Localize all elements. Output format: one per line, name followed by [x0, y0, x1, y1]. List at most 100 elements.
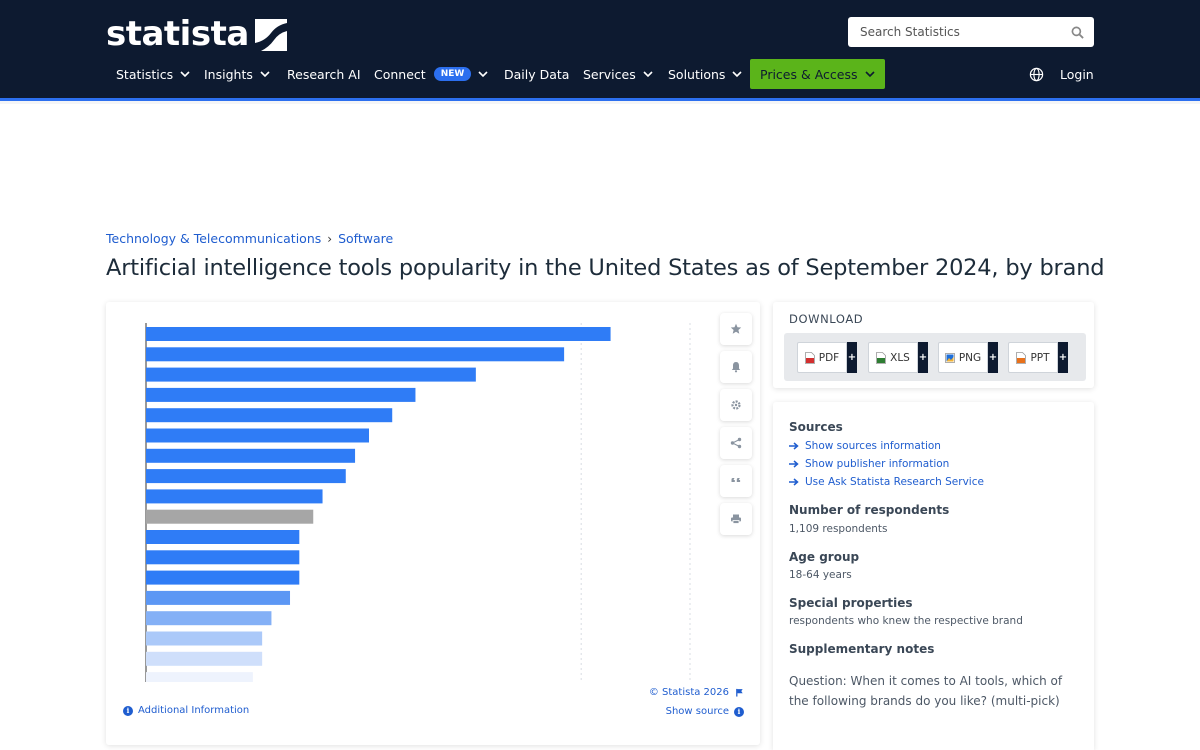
download-pdf-button[interactable]: PDF + — [797, 342, 857, 373]
bar-3[interactable] — [146, 367, 476, 382]
download-png-button[interactable]: PNG + — [938, 342, 998, 373]
download-ppt-main[interactable]: PPT — [1008, 342, 1058, 373]
show-source-text: Show source — [665, 706, 729, 717]
favorite-button[interactable] — [720, 313, 752, 345]
copyright-text: © Statista 2026 — [648, 687, 729, 698]
prices-access-button[interactable]: Prices & Access — [750, 59, 885, 89]
supplementary-notes-heading: Supplementary notes — [789, 642, 935, 656]
download-title: DOWNLOAD — [789, 312, 864, 326]
search-box[interactable] — [848, 17, 1094, 47]
share-icon — [730, 437, 742, 449]
download-card: DOWNLOAD PDF + XLS + PNG + — [773, 302, 1094, 388]
nav-label: Research AI — [287, 66, 361, 82]
nav-label: Connect — [374, 66, 426, 82]
nav-solutions[interactable]: Solutions — [668, 58, 743, 90]
breadcrumb: Technology & Telecommunications › Softwa… — [106, 231, 393, 246]
download-ppt-button[interactable]: PPT + — [1008, 342, 1068, 373]
bar-5[interactable] — [146, 408, 393, 423]
print-button[interactable] — [720, 503, 752, 535]
search-input[interactable] — [860, 25, 1071, 39]
flag-icon — [736, 688, 743, 697]
bar-8[interactable] — [146, 469, 346, 484]
show-publisher-link[interactable]: Show publisher information — [789, 458, 949, 470]
respondents-heading: Number of respondents — [789, 503, 950, 517]
download-xls-plus[interactable]: + — [918, 342, 928, 373]
bar-2[interactable] — [146, 347, 565, 362]
download-xls-button[interactable]: XLS + — [868, 342, 928, 373]
nav-services[interactable]: Services — [583, 58, 653, 90]
settings-button[interactable] — [720, 389, 752, 421]
show-sources-link[interactable]: Show sources information — [789, 440, 941, 452]
print-icon — [731, 514, 741, 524]
link-text: Use Ask Statista Research Service — [805, 476, 984, 488]
nav-insights[interactable]: Insights — [204, 58, 270, 90]
breadcrumb-category[interactable]: Technology & Telecommunications — [106, 231, 322, 246]
nav-daily-data[interactable]: Daily Data — [504, 58, 569, 90]
download-buttons: PDF + XLS + PNG + PPT + — [784, 333, 1086, 381]
breadcrumb-separator: › — [327, 231, 333, 246]
nav-label: Prices & Access — [760, 66, 858, 82]
age-group-heading: Age group — [789, 550, 860, 564]
arrow-right-icon — [789, 442, 799, 450]
respondents-value: 1,109 respondents — [789, 523, 888, 535]
ask-research-service-link[interactable]: Use Ask Statista Research Service — [789, 476, 984, 488]
copyright-note[interactable]: © Statista 2026 — [649, 687, 744, 698]
arrow-right-icon — [789, 478, 799, 486]
additional-information-text: Additional Information — [138, 705, 250, 716]
chevron-down-icon — [478, 71, 488, 78]
chart-toolbar — [720, 313, 752, 541]
chevron-down-icon — [732, 71, 743, 78]
globe-icon — [1029, 67, 1044, 81]
sources-heading: Sources — [789, 420, 843, 434]
cite-button[interactable] — [720, 465, 752, 497]
download-xls-main[interactable]: XLS — [868, 342, 918, 373]
additional-information-link[interactable]: i Additional Information — [123, 705, 249, 716]
bar-10[interactable] — [146, 509, 314, 524]
nav-label: Solutions — [668, 66, 726, 82]
bar-11[interactable] — [146, 530, 300, 544]
download-pdf-main[interactable]: PDF — [797, 342, 847, 373]
bell-icon — [731, 362, 741, 373]
bar-16[interactable] — [146, 631, 263, 646]
login-link[interactable]: Login — [1060, 58, 1094, 90]
bar-12[interactable] — [146, 550, 300, 565]
bar-18[interactable] — [146, 672, 253, 682]
show-source-link[interactable]: Show source i — [666, 706, 744, 717]
search-icon[interactable] — [1071, 26, 1084, 39]
login-label: Login — [1060, 66, 1094, 82]
download-png-plus[interactable]: + — [988, 342, 998, 373]
chevron-down-icon — [643, 71, 653, 78]
nav-label: Services — [583, 66, 636, 82]
download-png-main[interactable]: PNG — [938, 342, 988, 373]
download-pdf-plus[interactable]: + — [847, 342, 857, 373]
bar-13[interactable] — [146, 570, 300, 585]
nav-statistics[interactable]: Statistics — [116, 58, 190, 90]
language-selector[interactable] — [1029, 58, 1044, 90]
bar-6[interactable] — [146, 428, 369, 443]
png-file-icon — [944, 352, 955, 363]
breadcrumb-subcategory[interactable]: Software — [338, 231, 394, 246]
bar-17[interactable] — [146, 651, 263, 666]
info-icon: i — [734, 706, 744, 717]
bar-15[interactable] — [146, 611, 272, 626]
statista-logo[interactable]: statista — [106, 14, 287, 54]
download-label: XLS — [890, 351, 910, 364]
bar-14[interactable] — [146, 590, 291, 605]
bar-1[interactable] — [146, 327, 611, 341]
page-title: Artificial intelligence tools popularity… — [106, 255, 1105, 281]
chevron-down-icon — [180, 71, 190, 78]
bar-7[interactable] — [146, 448, 356, 463]
notification-button[interactable] — [720, 351, 752, 383]
share-button[interactable] — [720, 427, 752, 459]
nav-research-ai[interactable]: Research AI — [287, 58, 361, 90]
quote-icon — [731, 478, 741, 482]
new-badge: NEW — [433, 67, 472, 81]
bar-9[interactable] — [146, 489, 323, 504]
download-ppt-plus[interactable]: + — [1058, 342, 1068, 373]
download-label: PPT — [1030, 351, 1050, 364]
bar-4[interactable] — [146, 387, 416, 402]
nav-connect[interactable]: Connect NEW — [374, 58, 488, 90]
logo-text: statista — [106, 14, 249, 54]
link-text: Show sources information — [805, 440, 941, 452]
bar-chart — [145, 323, 691, 682]
